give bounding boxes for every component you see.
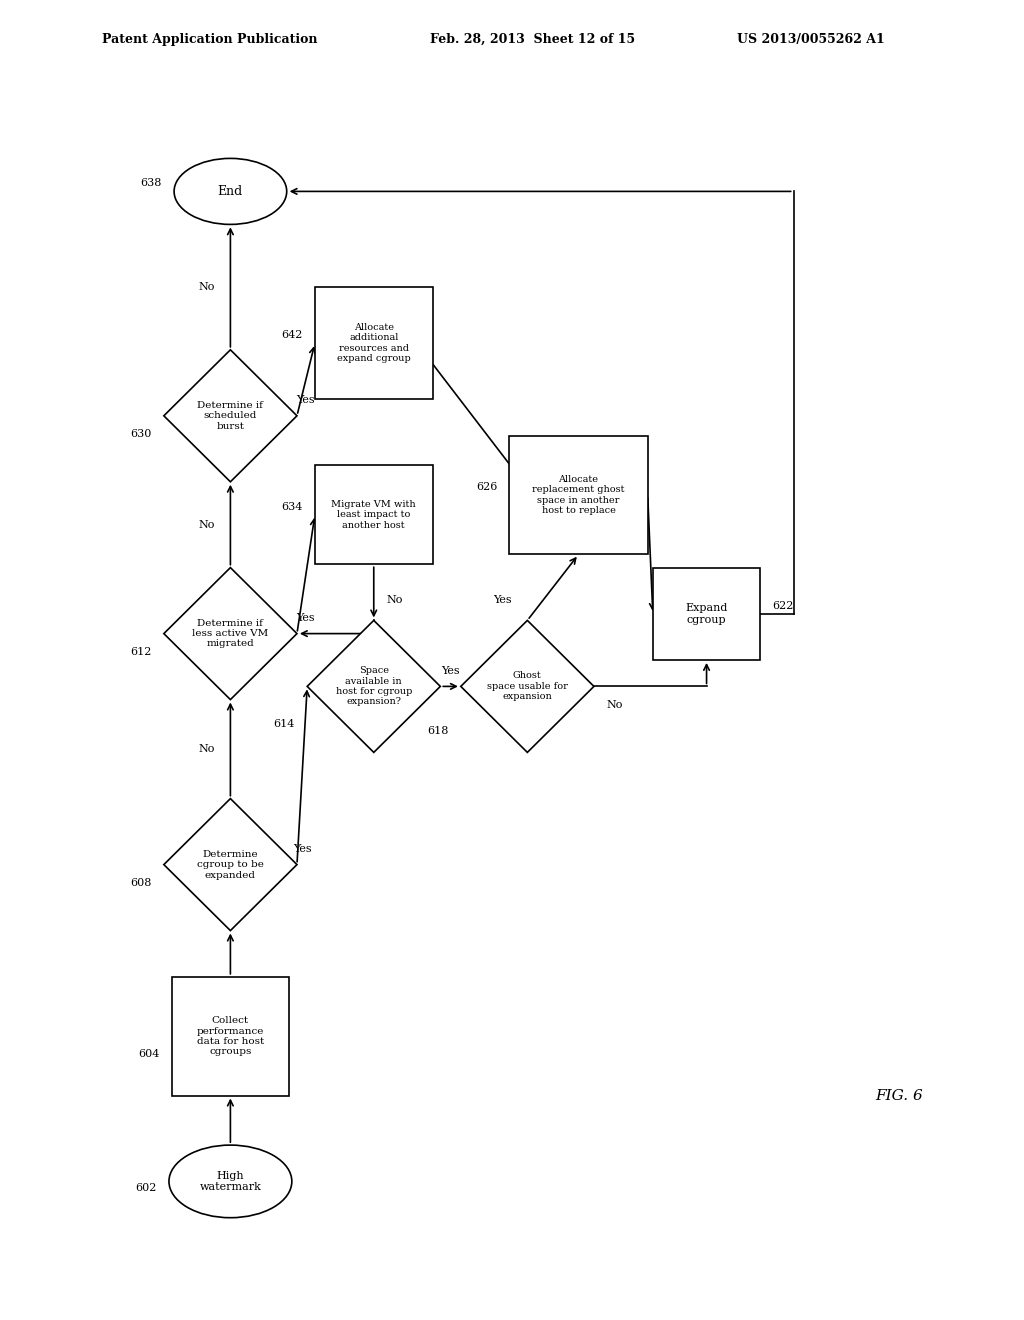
Text: 630: 630 bbox=[130, 429, 152, 440]
Text: No: No bbox=[606, 700, 623, 710]
Text: 634: 634 bbox=[282, 502, 303, 512]
Polygon shape bbox=[461, 620, 594, 752]
FancyBboxPatch shape bbox=[172, 977, 290, 1096]
Text: Yes: Yes bbox=[441, 665, 460, 676]
Text: 612: 612 bbox=[130, 647, 152, 657]
Text: US 2013/0055262 A1: US 2013/0055262 A1 bbox=[737, 33, 885, 46]
Text: End: End bbox=[218, 185, 243, 198]
Text: Feb. 28, 2013  Sheet 12 of 15: Feb. 28, 2013 Sheet 12 of 15 bbox=[430, 33, 635, 46]
Text: No: No bbox=[199, 282, 215, 292]
Ellipse shape bbox=[174, 158, 287, 224]
Polygon shape bbox=[164, 568, 297, 700]
Text: 622: 622 bbox=[772, 601, 794, 611]
Text: Patent Application Publication: Patent Application Publication bbox=[102, 33, 317, 46]
Text: No: No bbox=[199, 520, 215, 529]
Text: Yes: Yes bbox=[494, 594, 512, 605]
Text: Yes: Yes bbox=[293, 843, 311, 854]
FancyBboxPatch shape bbox=[315, 288, 432, 399]
FancyBboxPatch shape bbox=[315, 466, 432, 565]
Text: 638: 638 bbox=[140, 178, 162, 189]
Text: No: No bbox=[199, 744, 215, 754]
Text: High
watermark: High watermark bbox=[200, 1171, 261, 1192]
Ellipse shape bbox=[169, 1146, 292, 1217]
Text: 608: 608 bbox=[130, 878, 152, 888]
Text: Allocate
additional
resources and
expand cgroup: Allocate additional resources and expand… bbox=[337, 323, 411, 363]
Text: Yes: Yes bbox=[297, 612, 315, 623]
Polygon shape bbox=[164, 350, 297, 482]
Text: Migrate VM with
least impact to
another host: Migrate VM with least impact to another … bbox=[332, 500, 416, 529]
Polygon shape bbox=[307, 620, 440, 752]
FancyBboxPatch shape bbox=[509, 436, 647, 554]
Text: Determine if
scheduled
burst: Determine if scheduled burst bbox=[198, 401, 263, 430]
Text: Allocate
replacement ghost
space in another
host to replace: Allocate replacement ghost space in anot… bbox=[532, 475, 625, 515]
Text: 642: 642 bbox=[282, 330, 303, 341]
Text: 604: 604 bbox=[138, 1049, 160, 1060]
Text: Space
available in
host for cgroup
expansion?: Space available in host for cgroup expan… bbox=[336, 667, 412, 706]
Text: FIG. 6: FIG. 6 bbox=[876, 1089, 924, 1104]
Text: 626: 626 bbox=[476, 482, 497, 492]
FancyBboxPatch shape bbox=[653, 568, 760, 660]
Text: Determine if
less active VM
migrated: Determine if less active VM migrated bbox=[193, 619, 268, 648]
Text: Yes: Yes bbox=[297, 395, 315, 405]
Text: 618: 618 bbox=[427, 726, 449, 737]
Text: 614: 614 bbox=[273, 719, 295, 730]
Text: 602: 602 bbox=[135, 1183, 157, 1193]
Text: Collect
performance
data for host
cgroups: Collect performance data for host cgroup… bbox=[197, 1016, 264, 1056]
Text: No: No bbox=[386, 594, 402, 605]
Text: Ghost
space usable for
expansion: Ghost space usable for expansion bbox=[487, 672, 567, 701]
Polygon shape bbox=[164, 799, 297, 931]
Text: Determine
cgroup to be
expanded: Determine cgroup to be expanded bbox=[197, 850, 264, 879]
Text: Expand
cgroup: Expand cgroup bbox=[685, 603, 728, 624]
